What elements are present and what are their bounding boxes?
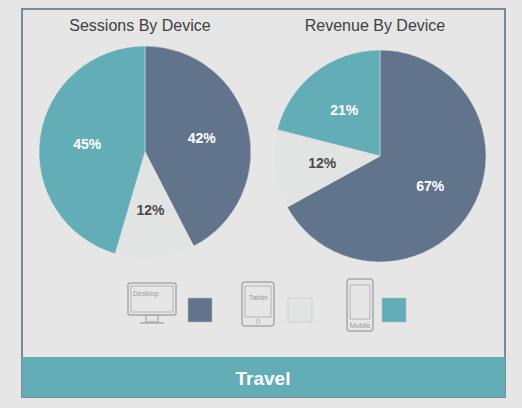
legend-icon [347,279,373,331]
frame [22,9,505,397]
data-label: 45% [73,136,102,152]
legend-swatch [382,298,406,322]
footer-banner [22,357,505,397]
data-label: 21% [330,102,359,118]
chart-title: Revenue By Device [305,17,446,34]
pie-slice [39,46,145,254]
pie-slice [277,50,380,156]
chart-title: Sessions By Device [69,17,210,34]
icon-shape [128,283,176,315]
legend-label: Desktop [133,290,159,298]
chart-root: 42% 12% 45% Sessions By Device Desktop Tablet… [0,0,522,408]
legend-swatch [288,298,312,322]
icon-shape [350,285,370,319]
pie-chart: 67% 12% 21% [274,50,486,262]
icon-shape [256,320,260,324]
legend-icon [128,283,176,323]
background [0,0,522,408]
data-label: 42% [188,130,217,146]
icon-shape [347,279,373,331]
legend-label: Mobile [350,322,371,329]
data-label: 12% [308,155,337,171]
data-label: 12% [137,202,166,218]
icon-shape [146,315,158,322]
legend: Desktop Tablet Mobile [128,279,406,331]
icon-shape [140,322,164,324]
pie-chart: 42% 12% 45% [39,46,251,258]
icon-shape [245,286,271,317]
icon-shape [242,282,274,326]
icon-shape [131,286,173,312]
legend-icon [242,282,274,326]
legend-label: Tablet [249,294,268,301]
footer-title: Travel [236,368,291,389]
data-label: 67% [416,178,445,194]
legend-swatch [188,298,212,322]
